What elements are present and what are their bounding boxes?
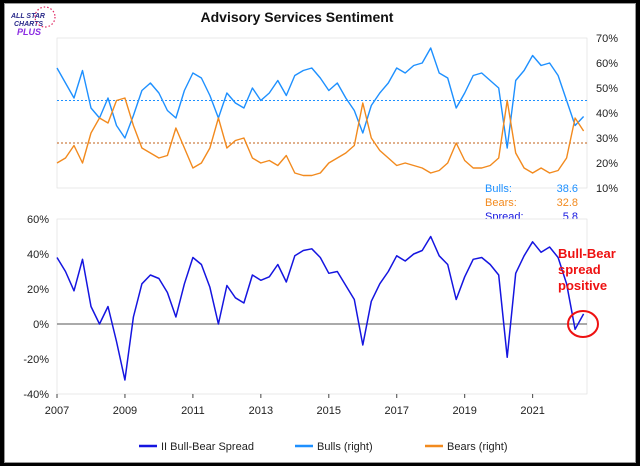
- bottom-y-tick-label: 40%: [27, 249, 49, 261]
- bottom-y-tick-label: 60%: [27, 214, 49, 226]
- top-y-tick-label: 60%: [596, 58, 618, 70]
- top-y-axis: 70% 60% 50% 40% 30% 20% 10%: [596, 33, 618, 195]
- top-series: [56, 47, 585, 177]
- logo-dotted-ring: [34, 6, 56, 28]
- top-y-tick-label: 70%: [596, 33, 618, 45]
- legend-label: Bulls (right): [317, 441, 373, 453]
- stat-label: Bulls:: [485, 183, 512, 195]
- chart-svg: ALL STAR CHARTS PLUS Advisory Services S…: [10, 6, 618, 453]
- x-axis: 2007 2009 2011 2013 2015 2017 2019 2021: [45, 394, 545, 417]
- x-tick-label: 2009: [113, 405, 137, 417]
- bottom-y-tick-label: -40%: [23, 389, 49, 401]
- bottom-y-tick-label: 0%: [33, 319, 49, 331]
- top-y-tick-label: 50%: [596, 83, 618, 95]
- stat-value: 32.8: [557, 197, 578, 209]
- x-tick-label: 2019: [452, 405, 476, 417]
- logo-line3: PLUS: [17, 27, 41, 37]
- chart-frame: ALL STAR CHARTS PLUS Advisory Services S…: [4, 3, 636, 463]
- bears-line: [56, 97, 585, 177]
- annotation-circle: [567, 310, 599, 338]
- bottom-y-axis: 60% 40% 20% 0% -20% -40%: [23, 214, 49, 401]
- all-star-charts-logo: ALL STAR CHARTS PLUS: [10, 6, 56, 37]
- legend-label: II Bull-Bear Spread: [161, 441, 254, 453]
- bottom-y-tick-label: -20%: [23, 354, 49, 366]
- bottom-panel: 60% 40% 20% 0% -20% -40% 2007 2009 2011 2013 2015…: [23, 214, 615, 417]
- x-tick-label: 2017: [385, 405, 409, 417]
- legend-label: Bears (right): [447, 441, 508, 453]
- top-y-tick-label: 30%: [596, 133, 618, 145]
- top-plot-area: [56, 37, 588, 189]
- legend: II Bull-Bear Spread Bulls (right) Bears (r…: [139, 441, 508, 453]
- logo-line1: ALL STAR: [10, 13, 45, 20]
- chart-title: Advisory Services Sentiment: [201, 9, 394, 25]
- top-y-tick-label: 20%: [596, 158, 618, 170]
- bottom-y-tick-label: 20%: [27, 284, 49, 296]
- annotation: Bull-Bear spread positive: [558, 246, 616, 338]
- top-panel: 70% 60% 50% 40% 30% 20% 10% Bulls: 38.6 Bears: 32…: [56, 33, 618, 223]
- x-tick-label: 2021: [520, 405, 544, 417]
- bulls-line: [56, 47, 585, 149]
- top-average-lines: [57, 100, 587, 144]
- bottom-plot-area: [56, 218, 588, 395]
- x-tick-label: 2015: [317, 405, 341, 417]
- x-tick-label: 2007: [45, 405, 69, 417]
- stat-label: Bears:: [485, 197, 517, 209]
- x-tick-label: 2011: [181, 405, 205, 417]
- top-y-tick-label: 40%: [596, 108, 618, 120]
- top-y-tick-label: 10%: [596, 183, 618, 195]
- bottom-series: [56, 235, 585, 381]
- spread-line: [56, 235, 585, 381]
- stat-value: 38.6: [557, 183, 578, 195]
- logo-line2: CHARTS: [14, 21, 43, 28]
- x-tick-label: 2013: [249, 405, 273, 417]
- annotation-line1: Bull-Bear: [558, 246, 616, 261]
- annotation-line3: positive: [558, 278, 607, 293]
- annotation-line2: spread: [558, 262, 601, 277]
